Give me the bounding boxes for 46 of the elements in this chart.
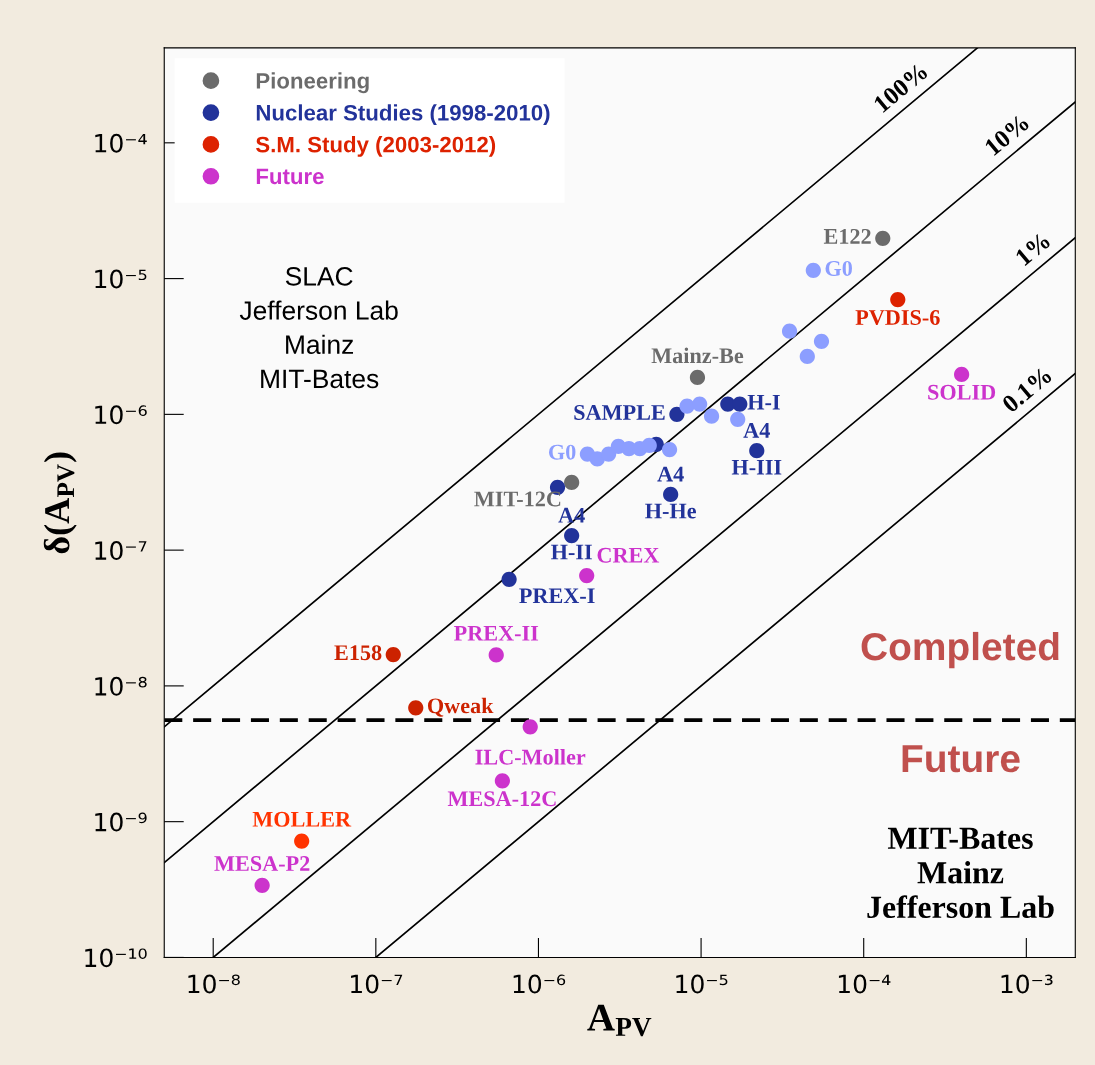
y-axis-title: δ(A$_{PV}$) <box>43 452 77 554</box>
data-label: CREX <box>597 547 660 563</box>
data-label: E158 <box>334 645 382 661</box>
annotation: MIT-Bates Mainz Jefferson Lab <box>867 827 1054 919</box>
data-label: PREX-I <box>519 588 595 604</box>
annotation: 10% <box>983 113 1030 157</box>
data-label: MOLLER <box>252 811 352 827</box>
data-label: PREX-II <box>454 625 539 641</box>
annotation: SLAC Jefferson Lab Mainz MIT-Bates <box>239 267 398 389</box>
x-tick-label: 10⁻⁶ <box>513 974 566 994</box>
legend-label: S.M. Study (2003-2012) <box>256 136 496 157</box>
x-tick-label: 10⁻³ <box>1001 974 1053 994</box>
annotation: Future <box>902 745 1020 773</box>
data-label: G0 <box>548 444 576 460</box>
data-label: PVDIS-6 <box>855 310 940 326</box>
y-tick-label: 10⁻⁵ <box>95 269 147 289</box>
legend-label: Nuclear Studies (1998-2010) <box>256 104 550 126</box>
data-label: A4 H-He <box>645 466 696 519</box>
x-tick-label: 10⁻⁴ <box>838 974 891 994</box>
data-label: MIT-12C <box>474 491 561 507</box>
legend-label: Future <box>256 168 324 185</box>
data-label: ILC-Moller <box>475 748 586 765</box>
x-tick-label: 10⁻⁵ <box>676 974 728 994</box>
data-label: E122 <box>823 228 871 244</box>
data-label: SAMPLE <box>574 404 665 420</box>
data-label: MESA-12C <box>447 791 556 807</box>
data-label: Mainz-Be <box>651 347 744 364</box>
data-label: SOLID <box>928 384 996 400</box>
y-tick-label: 10⁻¹⁰ <box>85 948 147 968</box>
data-label: Qweak <box>427 697 494 717</box>
data-label: H-I <box>747 394 780 410</box>
annotation: 1% <box>1014 231 1052 267</box>
data-label: MESA-P2 <box>214 856 310 872</box>
data-label: A4 H-III <box>731 422 782 475</box>
x-axis-title: A$_{PV}$ <box>587 1004 652 1037</box>
y-tick-label: 10⁻⁷ <box>95 541 147 560</box>
y-tick-label: 10⁻⁸ <box>95 676 147 696</box>
annotation: 0.1% <box>1001 366 1053 414</box>
data-label: G0 <box>825 260 852 276</box>
legend-label: Pioneering <box>256 72 369 94</box>
y-tick-label: 10⁻⁶ <box>95 405 147 425</box>
y-tick-label: 10⁻⁹ <box>95 812 147 832</box>
x-tick-label: 10⁻⁷ <box>351 974 403 994</box>
annotation: Completed <box>861 631 1059 669</box>
y-tick-label: 10⁻⁴ <box>95 133 147 153</box>
x-tick-label: 10⁻⁸ <box>188 974 240 994</box>
